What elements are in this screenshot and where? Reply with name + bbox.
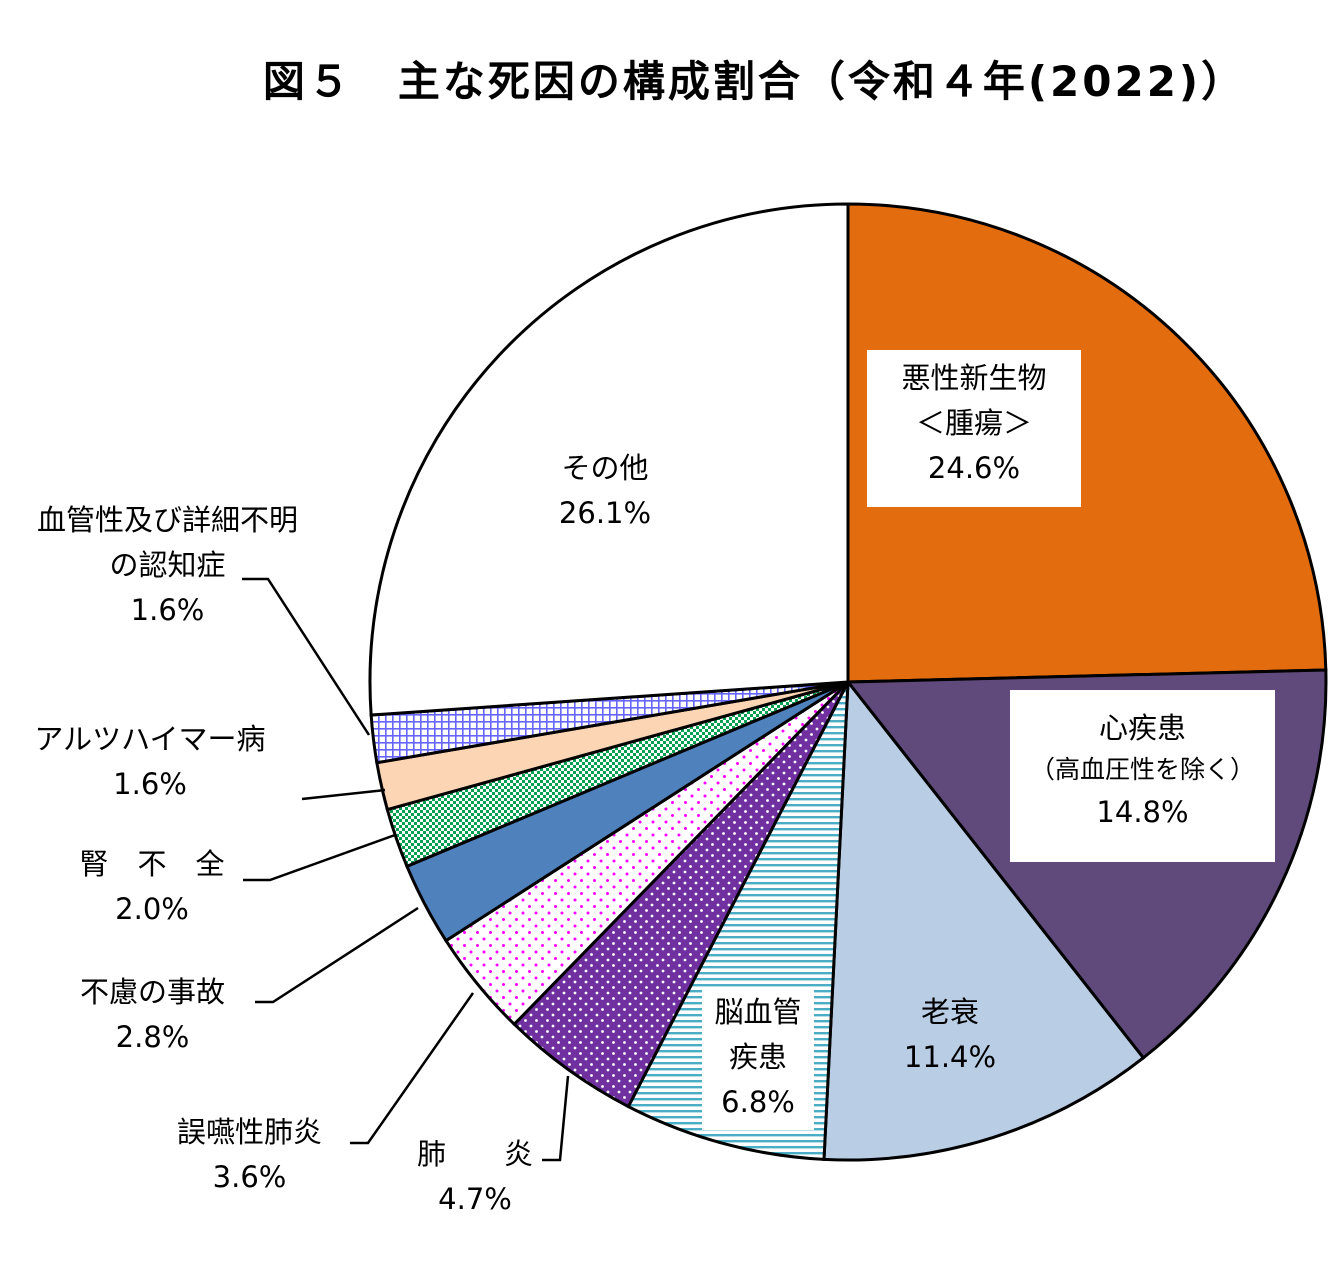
- label-cerebrovascular: 脳血管 疾患 6.8%: [702, 990, 814, 1130]
- label-vascular-dementia-name-1: 血管性及び詳細不明: [36, 503, 298, 537]
- label-other-name: その他: [561, 451, 649, 485]
- label-accident-name: 不慮の事故: [79, 975, 225, 1009]
- label-pneumonia-pct: 4.7%: [438, 1181, 512, 1216]
- label-accident-pct: 2.8%: [115, 1019, 190, 1054]
- leader-renal-failure: [243, 833, 396, 882]
- label-pneumonia: 肺 炎 4.7%: [405, 1132, 545, 1222]
- label-senility: 老衰 11.4%: [880, 990, 1020, 1080]
- chart-title: 図５ 主な死因の構成割合（令和４年(2022)）: [262, 57, 1247, 106]
- leader-pneumonia: [542, 1075, 570, 1162]
- label-vascular-dementia-pct: 1.6%: [130, 592, 205, 627]
- label-senility-pct: 11.4%: [903, 1039, 997, 1074]
- label-renal-failure: 腎 不 全 2.0%: [62, 842, 242, 932]
- label-cerebrovascular-name-2: 疾患: [728, 1039, 787, 1074]
- leader-accident: [255, 906, 419, 1004]
- label-other-pct: 26.1%: [558, 495, 652, 530]
- label-heart-disease: 心疾患 （高血圧性を除く） 14.8%: [1010, 690, 1275, 862]
- label-heart-disease-name-1: 心疾患: [1098, 711, 1186, 745]
- label-alzheimer-pct: 1.6%: [113, 766, 187, 801]
- label-heart-disease-name-2: （高血圧性を除く）: [1029, 754, 1255, 784]
- label-malignant-neoplasm-name-2: ＜腫瘍＞: [915, 405, 1032, 440]
- label-aspiration-pneumonia-pct: 3.6%: [212, 1159, 287, 1194]
- label-alzheimer: アルツハイマー病 1.6%: [5, 717, 295, 807]
- label-renal-failure-pct: 2.0%: [115, 891, 189, 926]
- label-pneumonia-name: 肺 炎: [416, 1137, 533, 1171]
- pie-slice-0: [846, 202, 1328, 684]
- label-malignant-neoplasm: 悪性新生物 ＜腫瘍＞ 24.6%: [867, 350, 1081, 507]
- label-aspiration-pneumonia: 誤嚥性肺炎 3.6%: [152, 1110, 347, 1200]
- label-cerebrovascular-pct: 6.8%: [721, 1084, 795, 1119]
- label-vascular-dementia-name-2: の認知症: [109, 547, 226, 582]
- leader-alzheimer: [301, 788, 386, 801]
- pie-slice-10: [368, 202, 850, 717]
- leader-vascular-dementia: [242, 577, 371, 736]
- label-renal-failure-name: 腎 不 全: [79, 847, 225, 881]
- label-heart-disease-pct: 14.8%: [1096, 794, 1189, 829]
- pie-slice-2: [822, 677, 1146, 1162]
- label-malignant-neoplasm-name-1: 悪性新生物: [901, 361, 1047, 395]
- label-vascular-dementia: 血管性及び詳細不明 の認知症 1.6%: [0, 498, 335, 633]
- label-other: その他 26.1%: [520, 446, 690, 536]
- label-accident: 不慮の事故 2.8%: [55, 970, 250, 1060]
- label-aspiration-pneumonia-name: 誤嚥性肺炎: [176, 1115, 322, 1149]
- label-senility-name: 老衰: [920, 995, 979, 1029]
- label-malignant-neoplasm-pct: 24.6%: [927, 450, 1021, 485]
- label-cerebrovascular-name-1: 脳血管: [714, 995, 802, 1029]
- leader-aspiration-pneumonia: [350, 992, 475, 1145]
- label-alzheimer-name: アルツハイマー病: [34, 722, 266, 756]
